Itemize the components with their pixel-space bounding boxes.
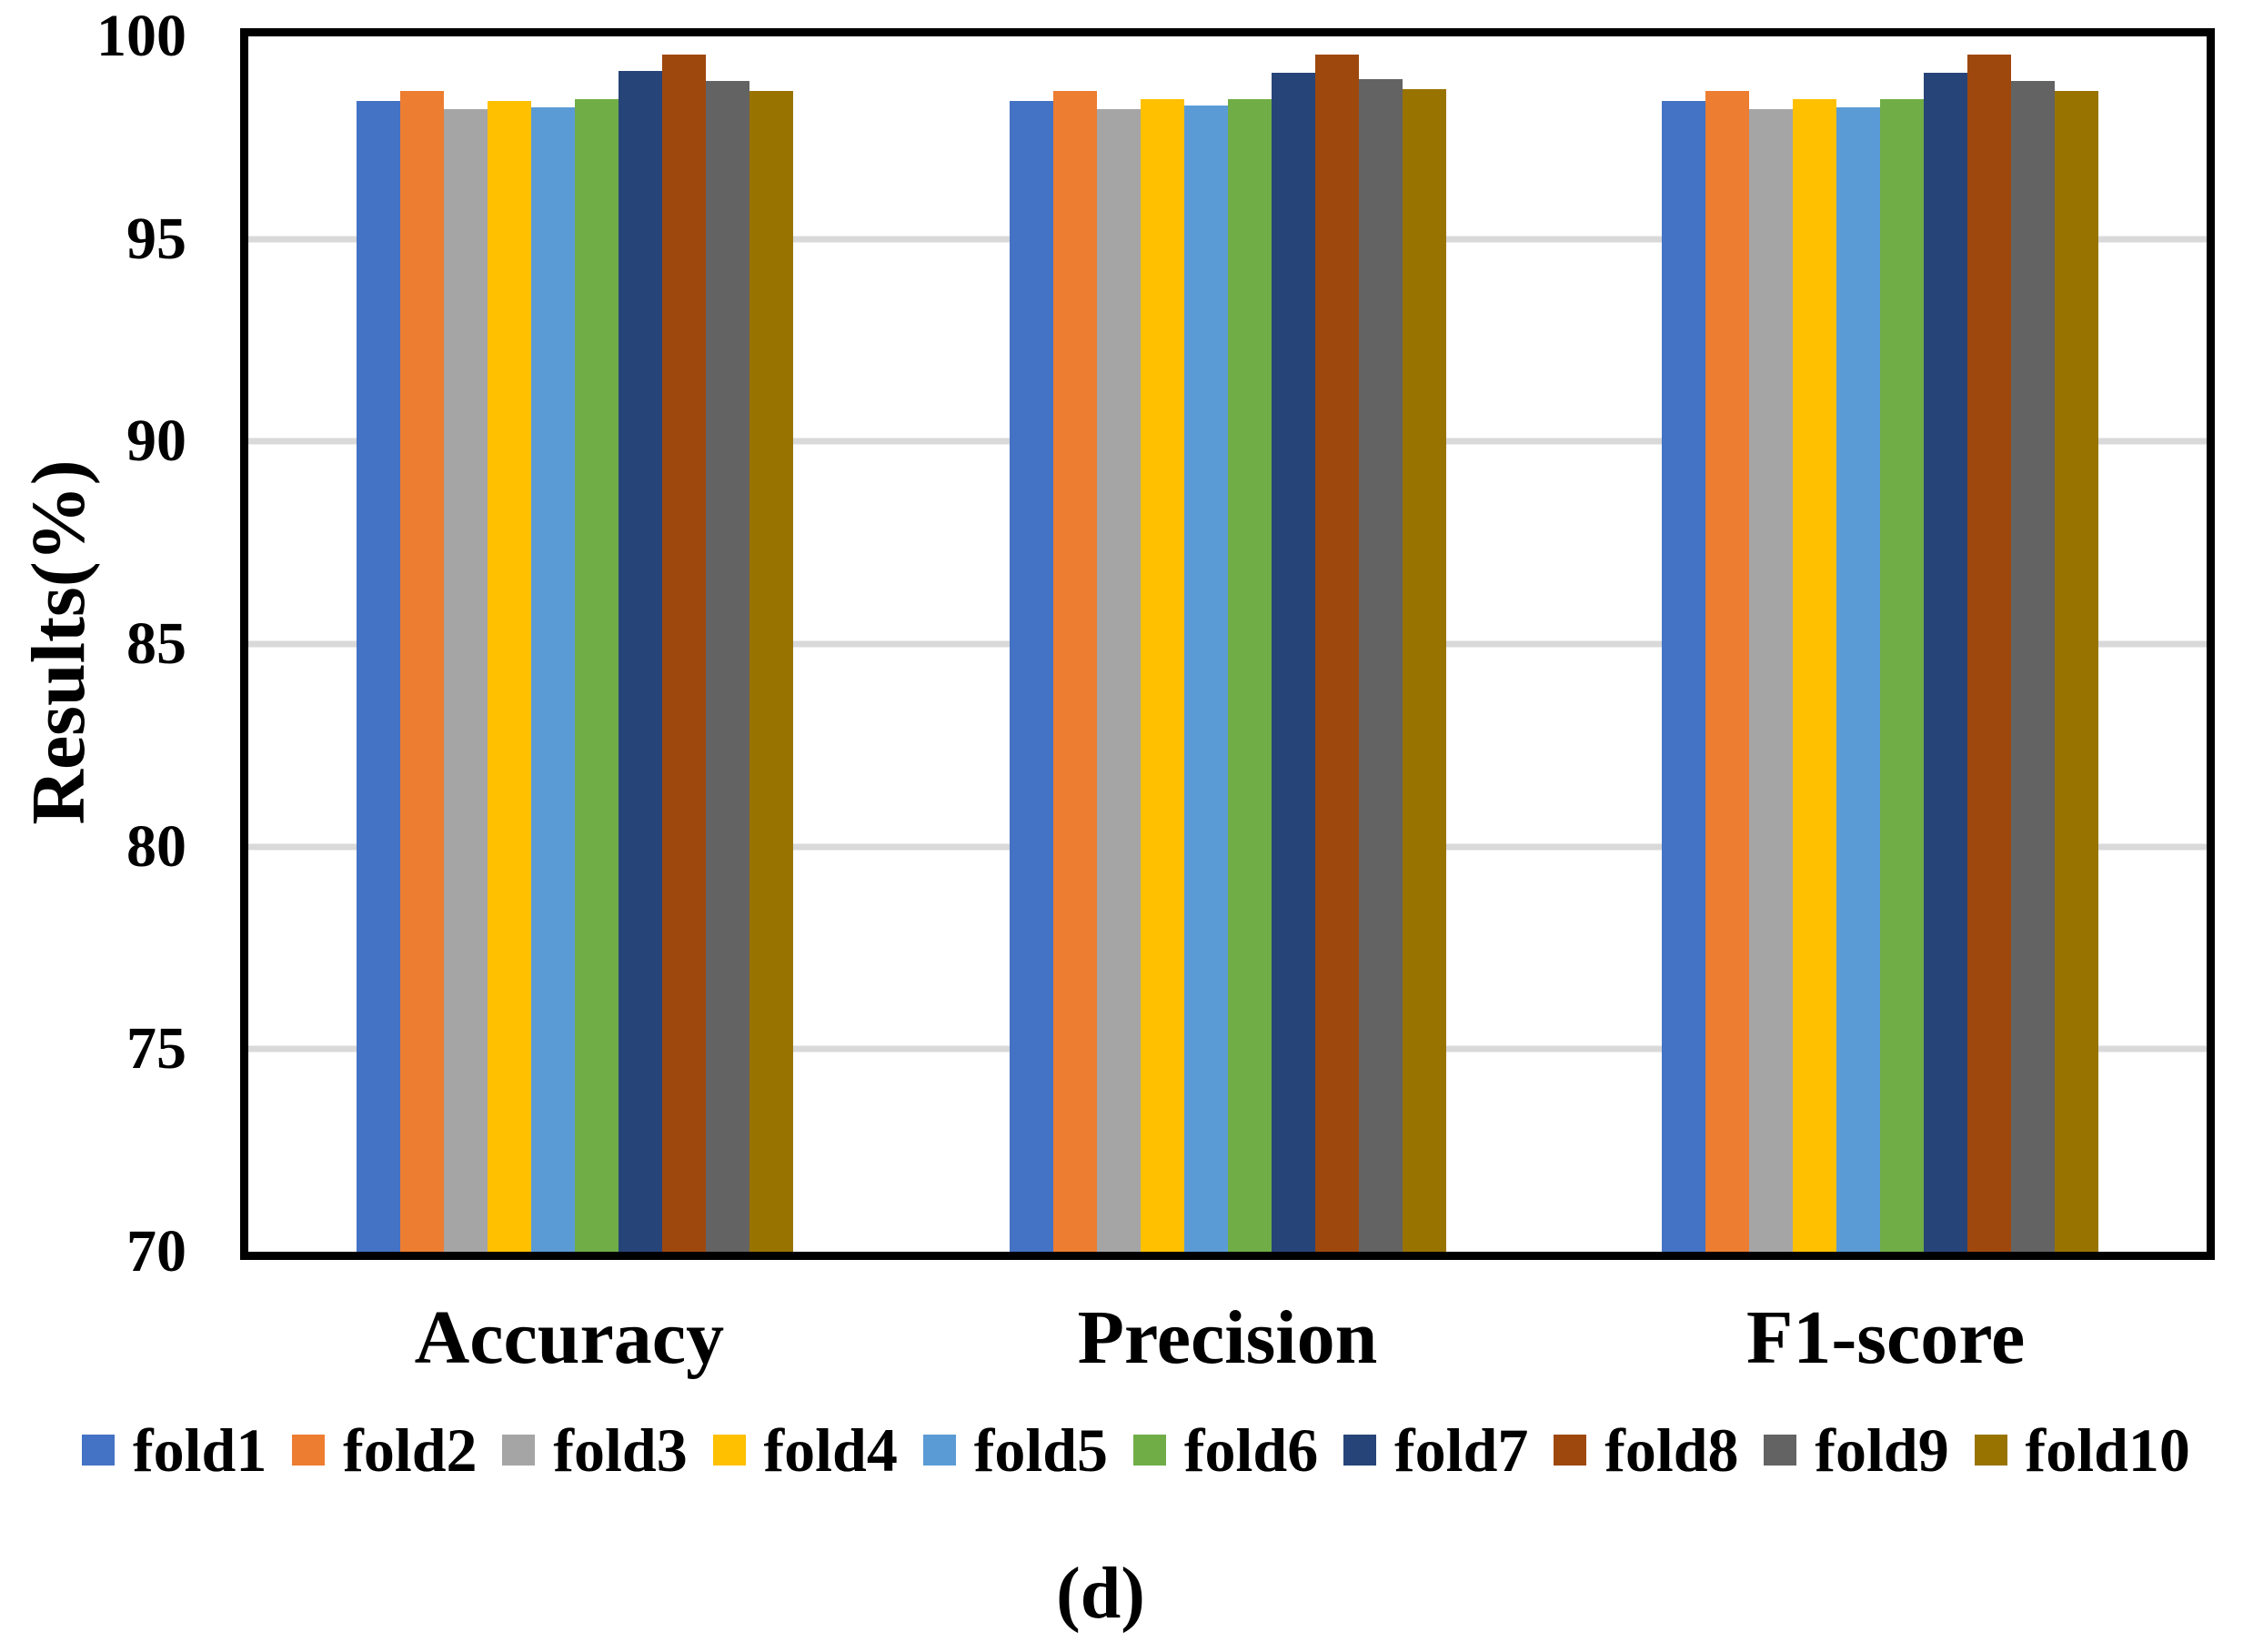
legend-label-fold6: fold6 bbox=[1183, 1415, 1319, 1485]
bar-group-accuracy bbox=[248, 36, 901, 1252]
legend-label-fold9: fold9 bbox=[1815, 1415, 1949, 1485]
y-tick-label-90: 90 bbox=[126, 408, 186, 475]
legend-item-fold8: fold8 bbox=[1554, 1415, 1739, 1485]
bar-fold1-accuracy bbox=[356, 101, 400, 1252]
legend-item-fold7: fold7 bbox=[1343, 1419, 1528, 1481]
legend-swatch-fold6 bbox=[1132, 1435, 1166, 1466]
y-tick-label-100: 100 bbox=[96, 3, 186, 69]
bar-fold9-accuracy bbox=[705, 81, 749, 1252]
y-tick-label-75: 75 bbox=[126, 1015, 186, 1083]
legend-swatch-fold3 bbox=[502, 1435, 536, 1466]
bar-fold8-precision bbox=[1314, 55, 1359, 1252]
legend-item-fold3: fold3 bbox=[502, 1415, 688, 1485]
figure-caption: (d) bbox=[1056, 1554, 1145, 1634]
bar-fold5-f1-score bbox=[1836, 106, 1881, 1252]
category-label-f1-score: F1-score bbox=[1746, 1295, 2026, 1380]
legend-item-fold6: fold6 bbox=[1132, 1415, 1319, 1485]
bar-fold6-precision bbox=[1227, 99, 1272, 1252]
bar-fold8-f1-score bbox=[1967, 55, 2012, 1252]
legend: fold1 fold2 fold3 fold4 fold5 fold6 fold7 fold8… bbox=[82, 1419, 2190, 1481]
legend-label-fold5: fold5 bbox=[973, 1415, 1109, 1485]
legend-item-fold4: fold4 bbox=[712, 1415, 898, 1485]
bar-fold8-accuracy bbox=[661, 55, 706, 1252]
bar-fold3-accuracy bbox=[443, 109, 488, 1252]
y-tick-label-95: 95 bbox=[126, 205, 186, 272]
legend-label-fold8: fold8 bbox=[1604, 1415, 1739, 1485]
bar-fold3-f1-score bbox=[1749, 109, 1794, 1252]
x-axis-category-labels: Accuracy Precision F1-score bbox=[240, 1290, 2215, 1385]
legend-label-fold10: fold10 bbox=[2025, 1415, 2190, 1485]
legend-swatch-fold9 bbox=[1764, 1435, 1797, 1466]
bar-group-precision bbox=[901, 36, 1554, 1252]
bar-fold2-accuracy bbox=[399, 91, 444, 1252]
legend-item-fold10: fold10 bbox=[1974, 1415, 2190, 1485]
bar-fold9-precision bbox=[1358, 78, 1403, 1252]
legend-swatch-fold1 bbox=[82, 1435, 115, 1466]
legend-item-fold2: fold2 bbox=[292, 1415, 478, 1485]
legend-item-fold9: fold9 bbox=[1764, 1415, 1949, 1485]
legend-label-fold2: fold2 bbox=[343, 1415, 478, 1485]
bar-fold4-accuracy bbox=[487, 101, 531, 1252]
bar-fold10-accuracy bbox=[749, 91, 793, 1252]
legend-swatch-fold5 bbox=[922, 1435, 956, 1466]
legend-label-fold7: fold7 bbox=[1394, 1415, 1529, 1485]
legend-label-fold3: fold3 bbox=[553, 1415, 688, 1485]
bar-fold7-f1-score bbox=[1924, 73, 1968, 1252]
legend-swatch-fold2 bbox=[292, 1435, 326, 1466]
legend-swatch-fold4 bbox=[712, 1435, 746, 1466]
bar-fold5-precision bbox=[1183, 105, 1228, 1252]
bar-group-f1-score bbox=[1554, 36, 2207, 1252]
legend-item-fold1: fold1 bbox=[82, 1419, 267, 1481]
legend-item-fold5: fold5 bbox=[922, 1415, 1109, 1485]
bar-fold9-f1-score bbox=[2011, 81, 2056, 1252]
bar-fold10-f1-score bbox=[2055, 91, 2099, 1252]
bar-fold1-f1-score bbox=[1662, 101, 1706, 1252]
bar-fold7-accuracy bbox=[618, 70, 662, 1252]
legend-swatch-fold8 bbox=[1554, 1435, 1587, 1466]
bar-fold4-f1-score bbox=[1793, 99, 1837, 1252]
bar-fold4-precision bbox=[1140, 99, 1184, 1252]
plot-area bbox=[240, 28, 2215, 1260]
bar-fold10-precision bbox=[1402, 88, 1446, 1252]
bar-fold5-accuracy bbox=[530, 106, 575, 1252]
bar-groups bbox=[248, 36, 2207, 1252]
legend-label-fold4: fold4 bbox=[763, 1415, 898, 1485]
bar-fold2-precision bbox=[1052, 91, 1097, 1252]
y-tick-label-70: 70 bbox=[126, 1218, 186, 1284]
legend-swatch-fold10 bbox=[1974, 1435, 2007, 1466]
bar-fold1-precision bbox=[1009, 101, 1053, 1252]
bar-fold6-accuracy bbox=[574, 99, 619, 1252]
bar-fold2-f1-score bbox=[1705, 91, 1750, 1252]
y-tick-label-80: 80 bbox=[126, 812, 186, 880]
category-label-accuracy: Accuracy bbox=[414, 1295, 725, 1380]
bar-fold7-precision bbox=[1271, 73, 1315, 1252]
bar-fold3-precision bbox=[1096, 109, 1141, 1252]
bar-fold6-f1-score bbox=[1880, 99, 1925, 1252]
legend-swatch-fold7 bbox=[1343, 1435, 1377, 1466]
category-label-precision: Precision bbox=[1077, 1295, 1378, 1380]
y-tick-label-85: 85 bbox=[126, 610, 186, 677]
legend-label-fold1: fold1 bbox=[133, 1415, 267, 1485]
